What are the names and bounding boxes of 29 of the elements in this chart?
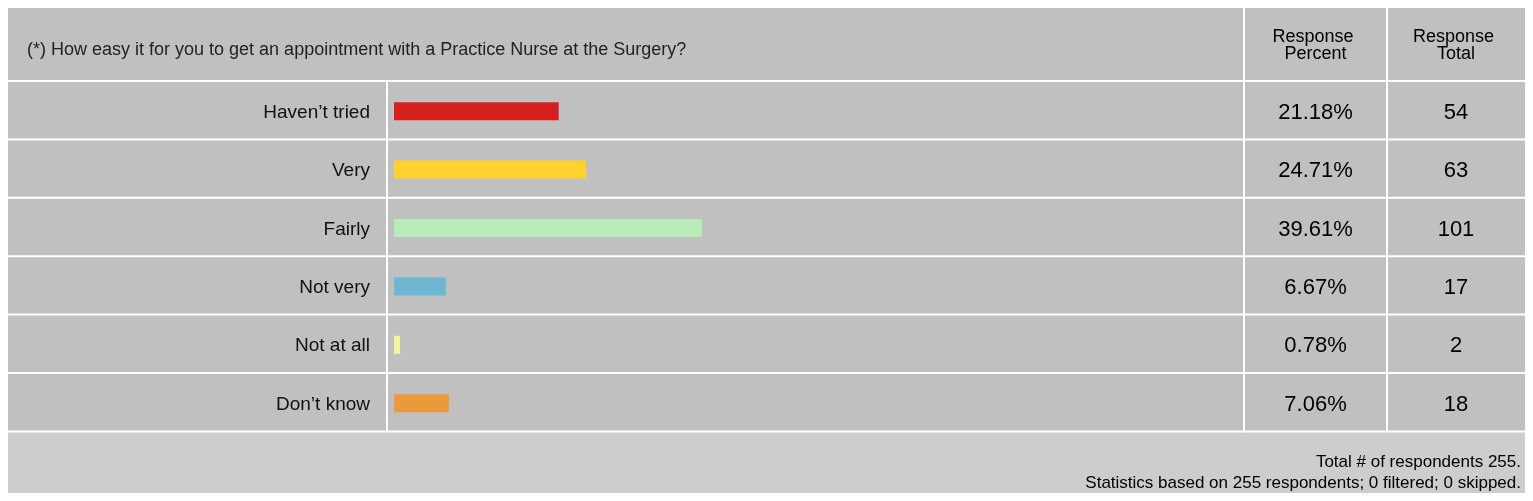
data-label: 21.18% <box>1278 98 1353 124</box>
bar <box>394 335 401 354</box>
y-tick-label: Not very <box>299 275 371 297</box>
text: 63 <box>1443 157 1469 183</box>
text: 101 <box>1437 215 1475 241</box>
bar <box>394 102 559 121</box>
y-tick-label: Very <box>331 159 371 181</box>
data-label: 24.71% <box>1278 157 1353 183</box>
text: 17 <box>1443 273 1469 299</box>
text: 2 <box>1449 332 1463 358</box>
y-tick-label: Fairly <box>323 217 371 239</box>
bar <box>394 219 702 237</box>
data-label: 6.67% <box>1284 273 1347 299</box>
y-tick-label: Not at all <box>295 334 370 356</box>
data-label: 39.61% <box>1278 215 1353 241</box>
text: Total # of respondents 255. <box>1315 451 1521 471</box>
text: 54 <box>1443 98 1469 124</box>
bar <box>394 277 446 296</box>
text: 18 <box>1443 390 1469 416</box>
bar <box>394 160 587 179</box>
bar <box>394 394 449 413</box>
text: Response Total <box>1412 25 1500 63</box>
y-tick-label: Don’t know <box>276 392 371 414</box>
data-label: 0.78% <box>1284 332 1347 358</box>
chart-title: (*) How easy it for you to get an appointment with a Practice Nurse at the Surgery? <box>27 39 687 59</box>
text: Statistics based on 255 respondents; 0 filtered; 0 skipped. <box>1085 472 1521 492</box>
text: Response Percent <box>1272 25 1359 63</box>
data-label: 7.06% <box>1284 390 1347 416</box>
y-tick-label: Haven’t tried <box>263 100 370 122</box>
